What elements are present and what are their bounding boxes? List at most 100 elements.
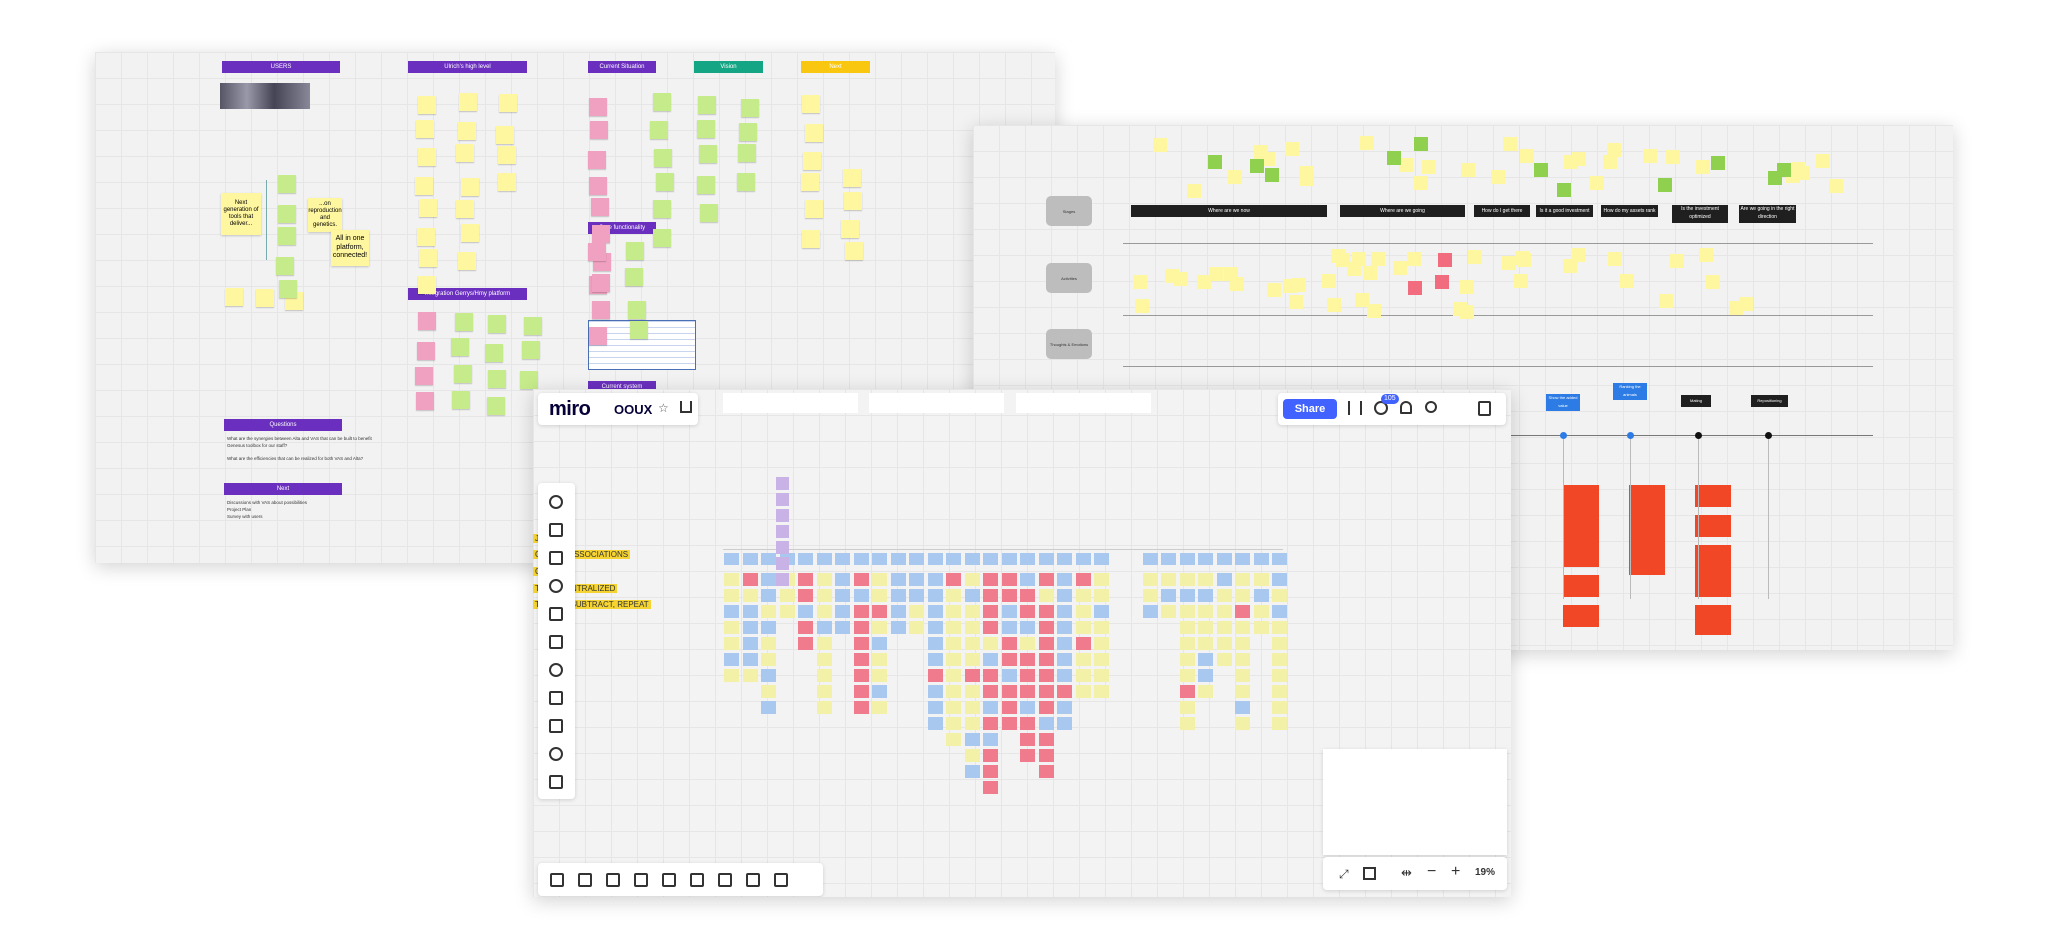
sticky-note (1265, 167, 1280, 182)
header: Next (801, 61, 870, 73)
share-button[interactable]: Share (1283, 399, 1337, 419)
settings-icon[interactable] (1348, 401, 1362, 415)
timeline-dot (1627, 432, 1634, 439)
tool-icon[interactable] (549, 495, 563, 509)
placeholder (1016, 393, 1151, 413)
sticky-note (524, 317, 543, 336)
sticky-note (521, 340, 540, 359)
tool-icon[interactable] (746, 873, 760, 887)
tool-icon[interactable] (634, 873, 648, 887)
sticky-note (1272, 621, 1287, 634)
fullscreen-icon[interactable]: ⤢ (1339, 867, 1349, 881)
sticky-note (1665, 150, 1680, 165)
sticky-note (909, 605, 924, 618)
sticky-note (1020, 573, 1035, 586)
sticky-note (589, 177, 608, 196)
sticky-note (1057, 669, 1072, 682)
sticky-note (1620, 273, 1635, 288)
tool-icon[interactable] (718, 873, 732, 887)
tool-icon[interactable] (606, 873, 620, 887)
sticky-note (1354, 292, 1369, 307)
tool-icon[interactable] (549, 579, 563, 593)
map-icon[interactable] (1363, 867, 1376, 880)
sticky-note (1020, 669, 1035, 682)
sticky-note (1179, 605, 1195, 618)
sticky-note (1272, 605, 1287, 618)
sticky-note (655, 172, 674, 191)
export-icon[interactable] (680, 401, 692, 413)
sticky-note (1216, 573, 1232, 586)
tool-icon[interactable] (549, 775, 563, 789)
sticky-note (1272, 637, 1287, 650)
sticky-note (1224, 267, 1239, 282)
notes-icon[interactable] (1478, 401, 1491, 416)
sticky-note (1235, 701, 1250, 714)
tool-icon[interactable] (549, 719, 563, 733)
sticky-note (909, 573, 924, 586)
sticky-note (1235, 717, 1250, 730)
sticky-note (853, 669, 869, 682)
tool-icon[interactable] (549, 523, 563, 537)
sticky-note (798, 621, 813, 634)
sticky-note (964, 621, 980, 634)
tool-icon[interactable] (549, 551, 563, 565)
zoom-in[interactable]: + (1451, 863, 1461, 880)
tool-icon[interactable] (549, 691, 563, 705)
connector (266, 180, 267, 260)
sticky-note (842, 168, 861, 187)
column-header (890, 553, 906, 565)
sticky-note (964, 573, 980, 586)
sticky-note (1208, 155, 1223, 170)
sticky-note (890, 573, 906, 586)
sticky-note (853, 605, 869, 618)
sticky-note (1057, 717, 1072, 730)
zoom-out[interactable]: − (1427, 863, 1437, 880)
sticky-note (1331, 248, 1346, 263)
zoom-level[interactable]: 19% (1475, 867, 1496, 878)
sticky-note (1038, 589, 1054, 602)
fit-icon[interactable]: ⇹ (1401, 865, 1412, 880)
board-name[interactable]: OOUX (614, 402, 653, 417)
stage-header: Is it a good investment (1536, 205, 1593, 217)
tool-icon[interactable] (549, 747, 563, 761)
sticky-note (1020, 589, 1035, 602)
tool-icon[interactable] (549, 607, 563, 621)
tool-icon[interactable] (774, 873, 788, 887)
tool-icon[interactable] (690, 873, 704, 887)
tool-icon[interactable] (550, 873, 564, 887)
column-header (1057, 553, 1072, 565)
sticky-note (1142, 573, 1158, 586)
column-header (1020, 553, 1035, 565)
search-icon[interactable] (1425, 401, 1437, 413)
tool-icon[interactable] (549, 663, 563, 677)
sticky-note (1253, 621, 1269, 634)
sticky-note (724, 573, 739, 586)
sticky-note (1198, 685, 1213, 698)
stage-header: Where are we going (1340, 205, 1465, 217)
sticky-note (697, 95, 716, 114)
column-header (1179, 553, 1195, 565)
sticky-note (1407, 281, 1422, 296)
sticky-note (1198, 637, 1213, 650)
column-header (816, 553, 832, 565)
step-label: Repositioning (1751, 395, 1788, 407)
sticky-note (650, 121, 669, 140)
column-header (1142, 553, 1158, 565)
sticky-note (1386, 151, 1401, 166)
sticky-note (1795, 165, 1810, 180)
lane-divider (1123, 315, 1873, 316)
tool-icon[interactable] (662, 873, 676, 887)
sticky-note (1038, 685, 1054, 698)
sticky-note (1514, 273, 1529, 288)
sticky-note (816, 573, 832, 586)
sticky-note (1038, 573, 1054, 586)
sticky-note (455, 199, 474, 218)
column-header (1253, 553, 1269, 565)
board-front: miro OOUX ☆ Share 105 JECT CREATE ASSOCI… (533, 389, 1511, 897)
sticky-note (1533, 163, 1548, 178)
star-icon[interactable]: ☆ (658, 401, 669, 415)
bell-icon[interactable] (1400, 401, 1412, 414)
tool-icon[interactable] (578, 873, 592, 887)
sticky-note (835, 589, 850, 602)
tool-icon[interactable] (549, 635, 563, 649)
